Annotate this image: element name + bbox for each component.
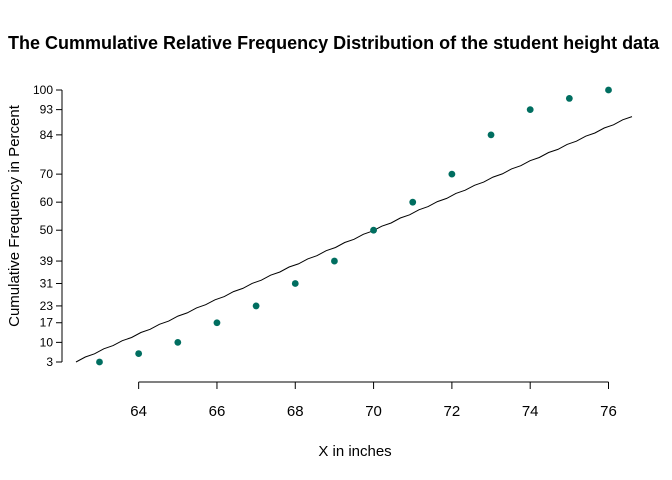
y-tick-label: 100: [33, 83, 53, 97]
x-tick-label: 72: [444, 403, 461, 420]
axes: 64 66 68 70 72 74 76 3 10 17 23 31 39 50 60 70 84 93 100: [33, 83, 617, 420]
x-tick-label: 74: [522, 403, 539, 420]
data-point: [213, 319, 221, 327]
data-point: [252, 302, 260, 310]
data-point: [135, 350, 143, 357]
y-tick-label: 60: [40, 195, 54, 209]
y-tick-label: 17: [40, 316, 54, 330]
trend-line-group: [75, 116, 633, 363]
y-tick-label: 93: [40, 103, 54, 117]
x-axis-label: X in inches: [318, 443, 391, 460]
y-tick-label: 10: [40, 335, 54, 349]
y-tick-label: 3: [46, 355, 53, 369]
y-axis-label: Cumulative Frequency in Percent: [6, 104, 23, 327]
x-tick-label: 68: [287, 403, 304, 420]
y-tick-label: 84: [40, 128, 54, 142]
x-tick-label: 64: [130, 403, 147, 420]
data-point: [174, 338, 182, 346]
data-point: [565, 95, 573, 102]
data-point: [291, 280, 299, 287]
data-point: [526, 106, 534, 114]
data-point: [487, 131, 495, 139]
data-points: [96, 86, 612, 366]
data-point: [605, 86, 612, 94]
x-tick-label: 76: [600, 403, 617, 420]
x-tick-label: 66: [209, 403, 226, 420]
chart-title: The Cummulative Relative Frequency Distr…: [8, 33, 660, 53]
data-point: [409, 198, 417, 206]
y-tick-label: 39: [40, 254, 54, 268]
data-point: [448, 170, 456, 178]
y-tick-label: 23: [40, 299, 54, 313]
y-tick-label: 31: [40, 276, 54, 290]
trend-line: [75, 116, 633, 363]
y-tick-label: 70: [40, 167, 54, 181]
data-point: [331, 257, 338, 265]
y-tick-label: 50: [40, 223, 54, 237]
x-tick-label: 70: [365, 403, 382, 420]
data-point: [96, 358, 103, 366]
data-point: [370, 226, 377, 234]
